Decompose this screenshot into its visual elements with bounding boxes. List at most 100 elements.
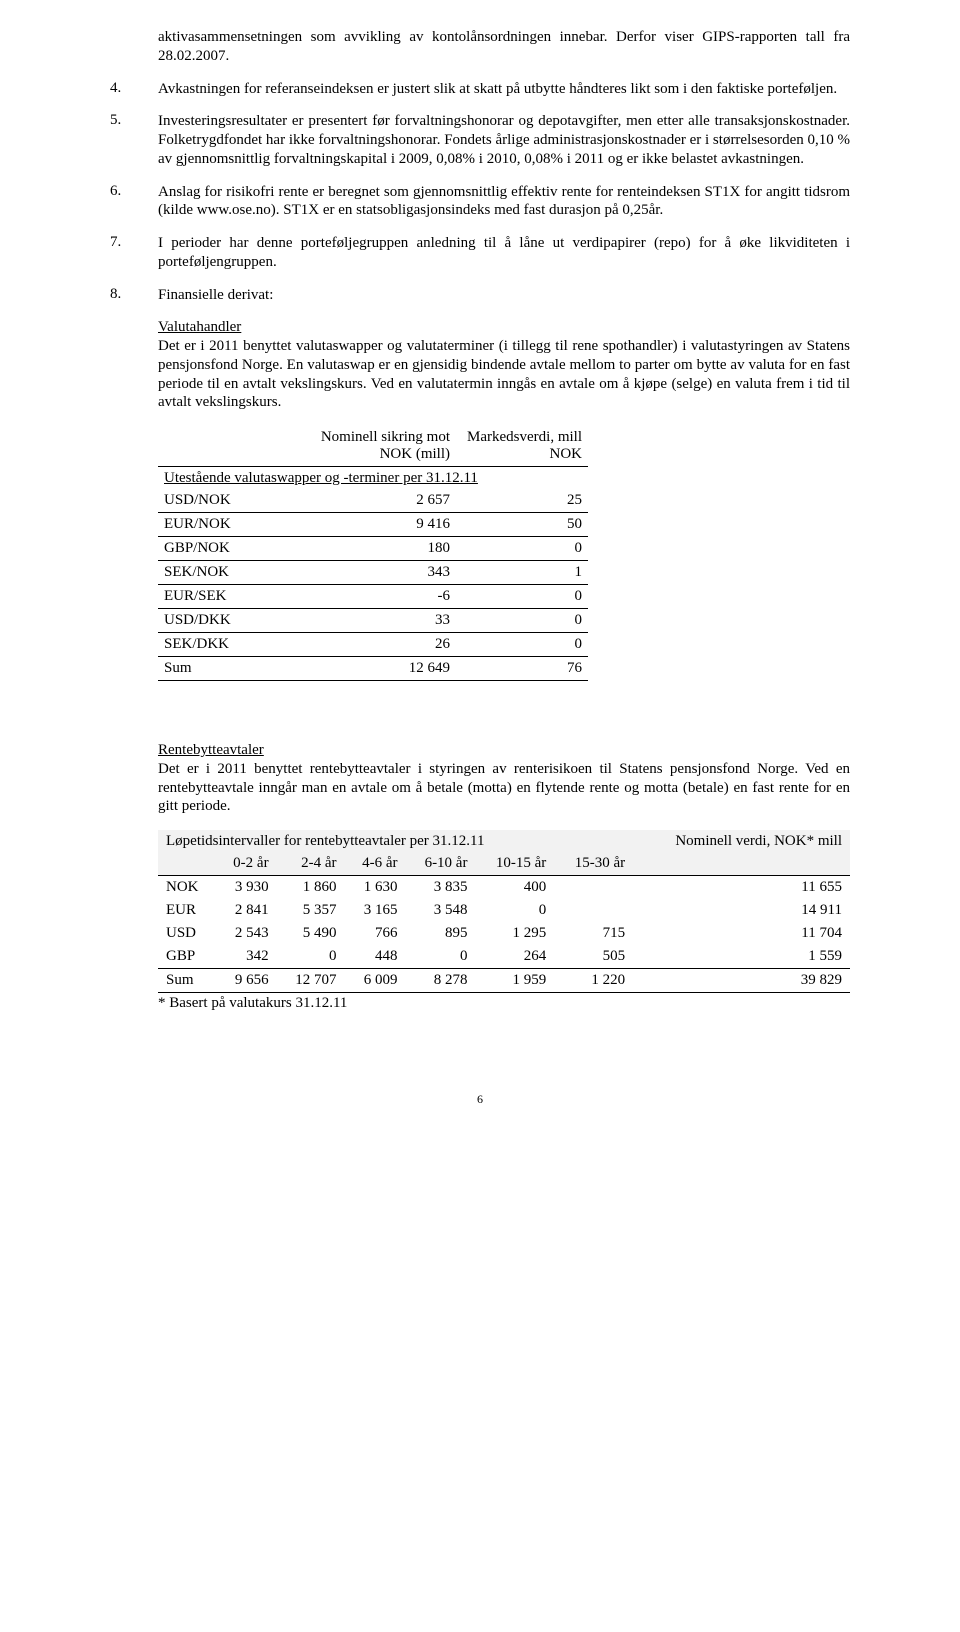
table-cell: 505	[554, 945, 633, 969]
table-cell: 25	[456, 489, 588, 513]
valutahandler-section: Valutahandler Det er i 2011 benyttet val…	[158, 318, 850, 681]
table-cell: 12 649	[294, 657, 456, 681]
page-number: 6	[110, 1092, 850, 1107]
valutahandler-heading: Valutahandler	[158, 319, 241, 335]
table-row: NOK3 9301 8601 6303 83540011 655	[158, 876, 850, 900]
table-cell: 1 630	[345, 876, 406, 900]
table-cell: 264	[475, 945, 554, 969]
maturity-title: Løpetidsintervaller for rentebytteavtale…	[158, 830, 633, 852]
maturity-col-0	[158, 852, 216, 876]
list-item-4: 4. Avkastningen for referanseindeksen er…	[110, 80, 850, 99]
list-number: 6.	[110, 183, 158, 221]
list-number: 4.	[110, 80, 158, 99]
table-cell: 11 655	[633, 876, 850, 900]
maturity-col-4: 6-10 år	[406, 852, 476, 876]
table-cell: 1 860	[277, 876, 345, 900]
table-cell: 2 543	[216, 922, 277, 945]
table-cell: 1 559	[633, 945, 850, 969]
table-cell: 448	[345, 945, 406, 969]
maturity-col-1: 0-2 år	[216, 852, 277, 876]
list-number: 7.	[110, 234, 158, 272]
rentebytte-paragraph: Det er i 2011 benyttet rentebytteavtaler…	[158, 760, 850, 816]
table-cell: 3 548	[406, 899, 476, 922]
table-cell: USD/DKK	[158, 609, 294, 633]
table-cell: NOK	[158, 876, 216, 900]
table-cell: 342	[216, 945, 277, 969]
table-cell: 180	[294, 537, 456, 561]
table-cell: 343	[294, 561, 456, 585]
table-row: USD/DKK330	[158, 609, 588, 633]
maturity-col-nominal	[633, 852, 850, 876]
table-cell: 400	[475, 876, 554, 900]
swaps-col-0	[158, 426, 294, 467]
table-cell: 9 656	[216, 969, 277, 993]
table-cell: USD	[158, 922, 216, 945]
table-cell: 50	[456, 513, 588, 537]
table-cell: SEK/NOK	[158, 561, 294, 585]
rentebytte-section: Rentebytteavtaler Det er i 2011 benyttet…	[158, 741, 850, 993]
table-cell: 1 220	[554, 969, 633, 993]
table-cell: 26	[294, 633, 456, 657]
swaps-title: Utestående valutaswapper og -terminer pe…	[164, 470, 478, 486]
table-cell: 0	[277, 945, 345, 969]
table-cell: 1 295	[475, 922, 554, 945]
list-item-6: 6. Anslag for risikofri rente er beregne…	[110, 183, 850, 221]
maturity-table: Løpetidsintervaller for rentebytteavtale…	[158, 830, 850, 993]
table-row: Sum12 64976	[158, 657, 588, 681]
table-cell	[554, 899, 633, 922]
list-body: Investeringsresultater er presentert før…	[158, 112, 850, 168]
maturity-col-2: 2-4 år	[277, 852, 345, 876]
table-row: SEK/NOK3431	[158, 561, 588, 585]
list-item-5: 5. Investeringsresultater er presentert …	[110, 112, 850, 168]
table-cell: Sum	[158, 969, 216, 993]
list-body: Anslag for risikofri rente er beregnet s…	[158, 183, 850, 221]
list-body: I perioder har denne porteføljegruppen a…	[158, 234, 850, 272]
table-cell: 3 165	[345, 899, 406, 922]
list-number: 8.	[110, 286, 158, 305]
table-row: EUR/SEK-60	[158, 585, 588, 609]
table-cell: 8 278	[406, 969, 476, 993]
table-row: USD2 5435 4907668951 29571511 704	[158, 922, 850, 945]
table-cell: 5 490	[277, 922, 345, 945]
table-row: SEK/DKK260	[158, 633, 588, 657]
maturity-nominal-header: Nominell verdi, NOK* mill	[633, 830, 850, 852]
maturity-col-6: 15-30 år	[554, 852, 633, 876]
table-cell: 14 911	[633, 899, 850, 922]
list-item-8: 8. Finansielle derivat:	[110, 286, 850, 305]
table-cell: 3 835	[406, 876, 476, 900]
table-cell: 0	[456, 609, 588, 633]
table-cell: Sum	[158, 657, 294, 681]
table-cell: 1 959	[475, 969, 554, 993]
swaps-col-2: Markedsverdi, mill NOK	[456, 426, 588, 467]
table-cell: EUR	[158, 899, 216, 922]
table-cell: 6 009	[345, 969, 406, 993]
table-cell: 715	[554, 922, 633, 945]
table-cell: 12 707	[277, 969, 345, 993]
table-cell: -6	[294, 585, 456, 609]
table-cell	[554, 876, 633, 900]
footnote: * Basert på valutakurs 31.12.11	[158, 995, 850, 1012]
table-cell: 5 357	[277, 899, 345, 922]
maturity-col-5: 10-15 år	[475, 852, 554, 876]
table-cell: EUR/SEK	[158, 585, 294, 609]
table-row: EUR2 8415 3573 1653 5480 14 911	[158, 899, 850, 922]
list-body: Finansielle derivat:	[158, 286, 850, 305]
table-cell: 0	[456, 585, 588, 609]
rentebytte-heading: Rentebytteavtaler	[158, 742, 264, 758]
table-cell: 1	[456, 561, 588, 585]
table-row: GBP/NOK1800	[158, 537, 588, 561]
table-cell: 0	[475, 899, 554, 922]
table-row: EUR/NOK9 41650	[158, 513, 588, 537]
table-cell: 0	[406, 945, 476, 969]
valutahandler-paragraph: Det er i 2011 benyttet valutaswapper og …	[158, 337, 850, 412]
table-row: GBP342044802645051 559	[158, 945, 850, 969]
list-body: Avkastningen for referanseindeksen er ju…	[158, 80, 850, 99]
table-cell: 766	[345, 922, 406, 945]
table-cell: 33	[294, 609, 456, 633]
swaps-table: Utestående valutaswapper og -terminer pe…	[158, 426, 588, 681]
table-cell: 2 841	[216, 899, 277, 922]
list-number: 5.	[110, 112, 158, 168]
swaps-col-1: Nominell sikring mot NOK (mill)	[294, 426, 456, 467]
document-page: aktivasammensetningen som avvikling av k…	[0, 0, 960, 1157]
table-row: Sum9 65612 7076 0098 2781 9591 22039 829	[158, 969, 850, 993]
